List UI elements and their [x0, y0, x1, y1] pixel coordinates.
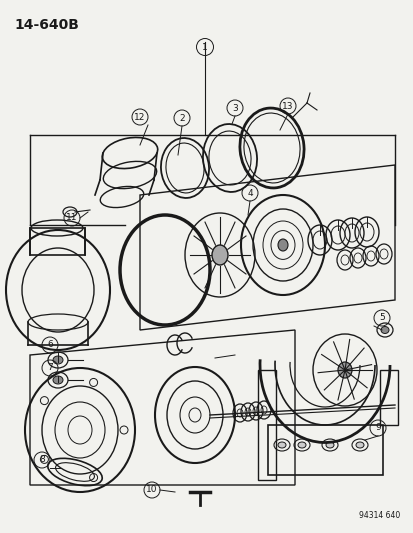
Text: 12: 12 [134, 112, 145, 122]
Text: 14-640B: 14-640B [14, 18, 79, 32]
Ellipse shape [277, 239, 287, 251]
Ellipse shape [337, 362, 351, 378]
Ellipse shape [211, 245, 228, 265]
Text: 13: 13 [282, 101, 293, 110]
Ellipse shape [325, 442, 333, 448]
Text: 9: 9 [374, 424, 380, 432]
Ellipse shape [380, 327, 388, 334]
Text: 8: 8 [39, 456, 45, 464]
Text: 4: 4 [247, 189, 252, 198]
Ellipse shape [277, 442, 285, 448]
Text: 1: 1 [202, 43, 207, 52]
Bar [267, 425, 382, 475]
Text: 2: 2 [179, 114, 184, 123]
Text: 94314 640: 94314 640 [358, 511, 399, 520]
Text: 6: 6 [47, 341, 53, 350]
Text: 3: 3 [232, 103, 237, 112]
Ellipse shape [53, 376, 63, 384]
Text: 10: 10 [146, 486, 157, 495]
Ellipse shape [297, 442, 305, 448]
Ellipse shape [355, 442, 363, 448]
Ellipse shape [53, 356, 63, 364]
Text: 7: 7 [47, 364, 53, 373]
Text: 11: 11 [66, 214, 78, 222]
Text: 5: 5 [378, 313, 384, 322]
Bar [257, 370, 275, 480]
Bar [379, 370, 397, 425]
